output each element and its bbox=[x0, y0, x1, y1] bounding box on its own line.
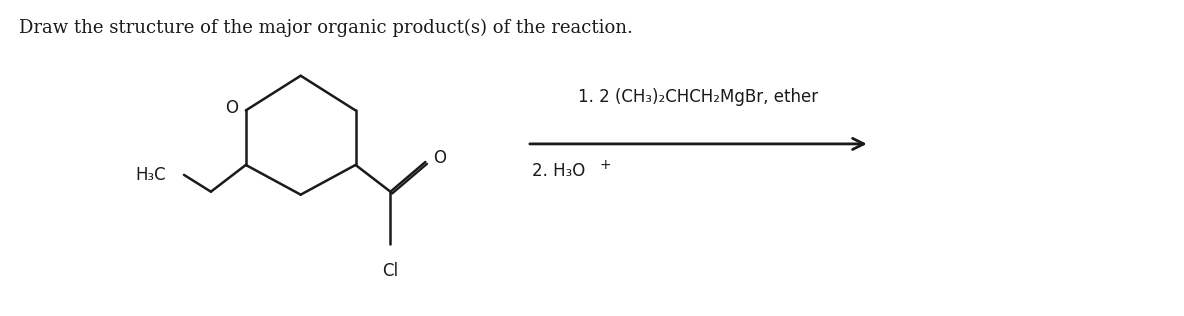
Text: 1. 2 (CH₃)₂CHCH₂MgBr, ether: 1. 2 (CH₃)₂CHCH₂MgBr, ether bbox=[578, 88, 818, 106]
Text: O: O bbox=[433, 149, 446, 167]
Text: O: O bbox=[225, 100, 238, 118]
Text: H₃C: H₃C bbox=[135, 166, 166, 184]
Text: +: + bbox=[600, 158, 611, 172]
Text: 2. H₃O: 2. H₃O bbox=[532, 162, 585, 180]
Text: Draw the structure of the major organic product(s) of the reaction.: Draw the structure of the major organic … bbox=[19, 19, 633, 38]
Text: Cl: Cl bbox=[382, 262, 399, 280]
